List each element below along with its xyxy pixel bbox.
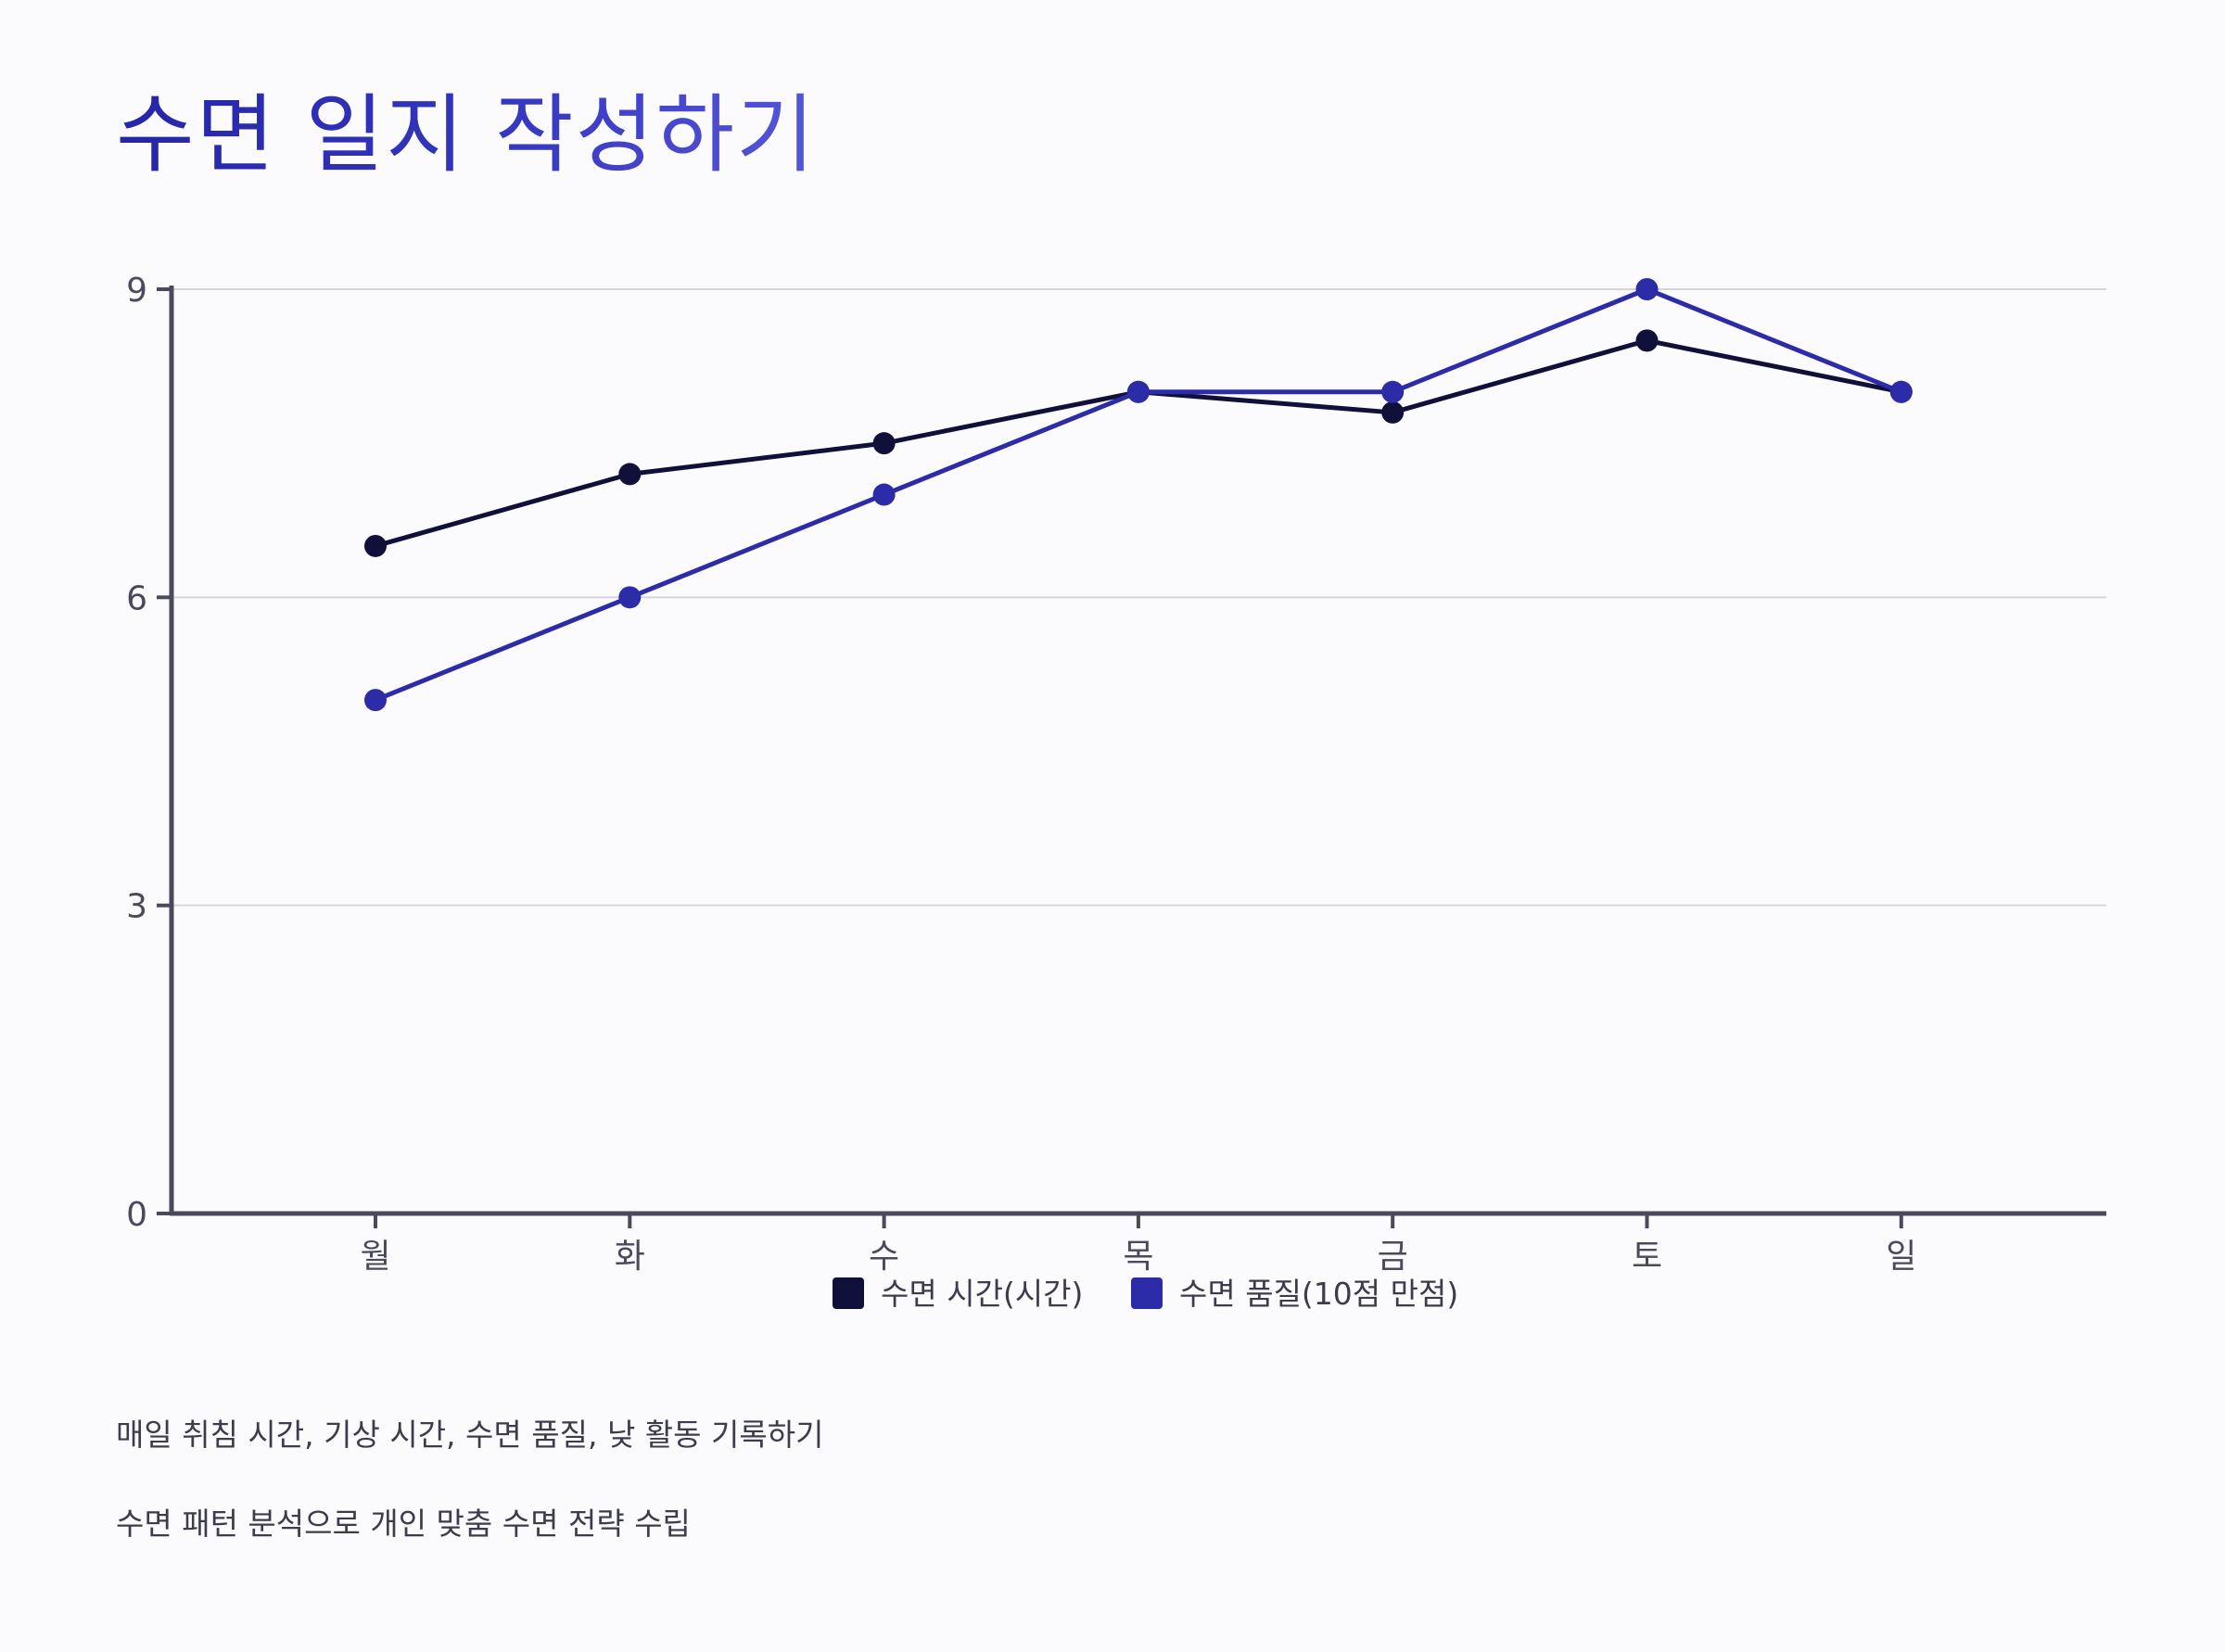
x-tick-label: 월 — [360, 1238, 390, 1276]
x-tick-label: 토 — [1632, 1238, 1662, 1276]
line-chart: 0 3 6 9 월 화 수 목 금 토 일 수면 시간(시간) 수면 품질(10점 만점) — [126, 272, 2106, 1312]
data-point-series-2 — [618, 586, 642, 609]
legend-swatch — [833, 1277, 864, 1309]
series-lines — [364, 278, 1913, 712]
legend-label: 수면 시간(시간) — [881, 1276, 1083, 1312]
data-point-series-1 — [872, 432, 896, 455]
x-tick-label: 목 — [1123, 1238, 1153, 1276]
x-tick-label: 수 — [869, 1238, 899, 1276]
y-tick-label: 3 — [126, 888, 147, 926]
data-point-series-2 — [1889, 380, 1913, 403]
legend-label: 수면 품질(10점 만점) — [1179, 1276, 1458, 1312]
x-tick-label: 금 — [1378, 1238, 1408, 1276]
legend: 수면 시간(시간) 수면 품질(10점 만점) — [833, 1276, 1458, 1312]
page-title: 수면 일지 작성하기 — [116, 85, 817, 184]
series-line-1 — [375, 337, 1902, 549]
data-point-series-2 — [872, 483, 896, 506]
legend-swatch — [1131, 1277, 1163, 1309]
data-point-series-2 — [364, 689, 387, 712]
notes: 매일 취침 시간, 기상 시간, 수면 품질, 낮 활동 기록하기 수면 패턴 … — [116, 1417, 2109, 1594]
data-point-series-1 — [1635, 329, 1659, 352]
data-point-series-1 — [364, 534, 387, 557]
x-tick-label: 화 — [615, 1238, 645, 1276]
series-line-2 — [375, 286, 1902, 703]
y-tick-label: 9 — [126, 272, 147, 310]
y-tick-label: 0 — [126, 1196, 147, 1234]
grid-lines — [172, 288, 2106, 907]
data-point-series-2 — [1635, 278, 1659, 300]
axes: 0 3 6 9 월 화 수 목 금 토 일 — [126, 272, 2106, 1276]
data-point-series-1 — [1381, 400, 1405, 424]
x-tick-label: 일 — [1886, 1238, 1916, 1276]
data-point-series-2 — [1381, 380, 1405, 403]
data-point-series-1 — [618, 463, 642, 486]
data-point-series-2 — [1126, 380, 1150, 403]
note-daily-record: 매일 취침 시간, 기상 시간, 수면 품질, 낮 활동 기록하기 — [116, 1417, 824, 1453]
y-tick-label: 6 — [126, 579, 147, 617]
note-sleep-strategy: 수면 패턴 분석으로 개인 맞춤 수면 전략 수립 — [116, 1505, 691, 1542]
